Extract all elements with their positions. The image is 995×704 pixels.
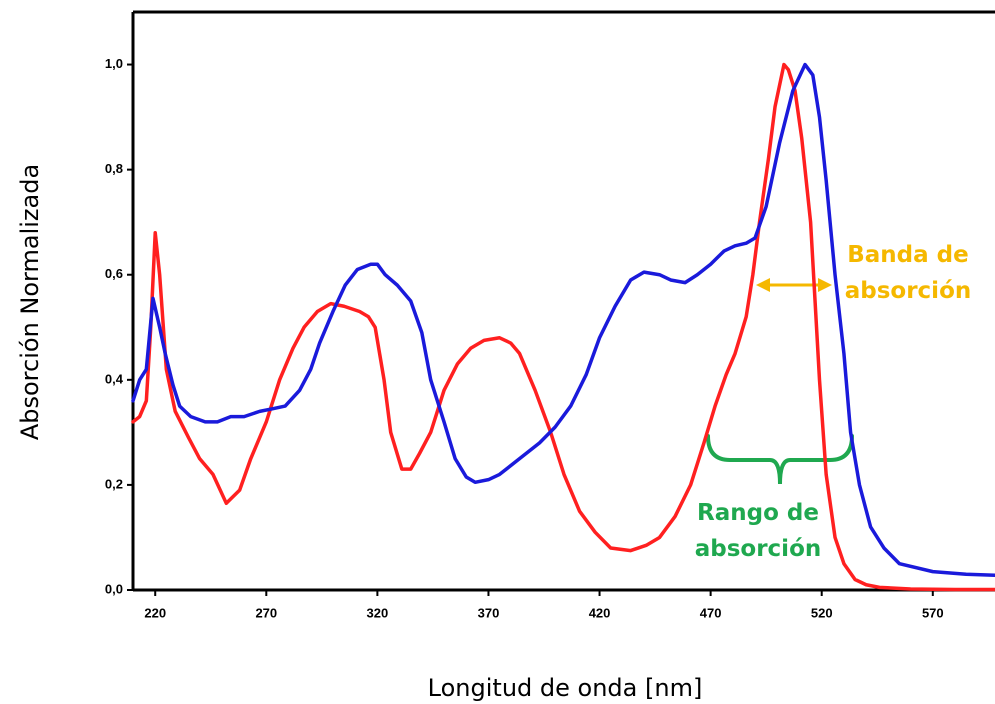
- annotation-text: Rango de: [697, 500, 819, 526]
- x-tick-label: 420: [589, 605, 611, 620]
- annotation-text: absorción: [845, 278, 972, 304]
- x-tick-label: 520: [811, 605, 833, 620]
- y-axis-label: Absorción Normalizada: [16, 164, 44, 440]
- annotation-text: absorción: [695, 536, 822, 562]
- x-tick-label: 320: [367, 605, 389, 620]
- x-tick-label: 270: [255, 605, 277, 620]
- y-tick-label: 0,2: [105, 476, 123, 491]
- x-tick-label: 570: [922, 605, 944, 620]
- x-tick-label: 470: [700, 605, 722, 620]
- annotation-arrow: [756, 278, 832, 292]
- y-tick-label: 0,0: [105, 581, 123, 596]
- arrow-head: [756, 278, 770, 292]
- x-axis-label: Longitud de onda [nm]: [428, 674, 703, 702]
- data-line: [131, 62, 995, 578]
- y-tick-label: 0,8: [105, 161, 123, 176]
- y-tick-label: 0,6: [105, 266, 123, 281]
- arrow-head: [818, 278, 832, 292]
- y-tick-label: 1,0: [105, 56, 123, 71]
- annotation-text: Banda de: [847, 242, 968, 268]
- x-tick-label: 370: [478, 605, 500, 620]
- annotation-brace: [706, 434, 854, 485]
- frame: [131, 10, 995, 592]
- data-line: [131, 62, 995, 592]
- x-tick-label: 220: [144, 605, 166, 620]
- y-tick-label: 0,4: [105, 371, 124, 386]
